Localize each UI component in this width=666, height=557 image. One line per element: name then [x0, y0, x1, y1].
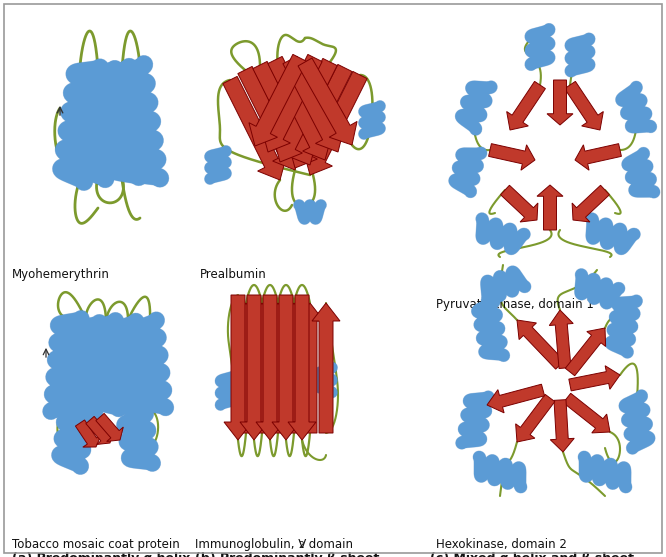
Polygon shape — [537, 185, 563, 230]
Polygon shape — [288, 295, 316, 440]
Polygon shape — [550, 400, 574, 452]
Polygon shape — [487, 384, 545, 413]
Text: Tobacco mosaic coat protein: Tobacco mosaic coat protein — [12, 538, 180, 551]
Polygon shape — [249, 55, 307, 146]
Polygon shape — [304, 71, 367, 175]
Polygon shape — [565, 328, 605, 376]
Polygon shape — [565, 81, 603, 130]
Polygon shape — [86, 417, 113, 444]
Polygon shape — [547, 80, 573, 125]
Polygon shape — [232, 303, 260, 433]
Polygon shape — [240, 295, 268, 440]
Polygon shape — [312, 303, 340, 433]
Text: Pyruvate kinase, domain 1: Pyruvate kinase, domain 1 — [436, 298, 594, 311]
Polygon shape — [296, 303, 324, 433]
Text: 2: 2 — [298, 541, 304, 550]
Polygon shape — [563, 393, 610, 433]
Polygon shape — [268, 56, 331, 160]
Text: Immunoglobulin, V: Immunoglobulin, V — [195, 538, 306, 551]
Polygon shape — [262, 55, 322, 152]
Polygon shape — [507, 81, 545, 130]
Polygon shape — [248, 303, 276, 433]
Polygon shape — [75, 420, 101, 447]
Polygon shape — [280, 303, 308, 433]
Text: domain: domain — [305, 538, 353, 551]
Polygon shape — [549, 310, 573, 369]
Polygon shape — [489, 144, 535, 170]
Text: (a) Predominantly α helix: (a) Predominantly α helix — [12, 552, 190, 557]
Polygon shape — [283, 56, 344, 152]
Polygon shape — [256, 295, 284, 440]
Text: (c) Mixed α helix and β sheet: (c) Mixed α helix and β sheet — [430, 552, 634, 557]
Polygon shape — [517, 320, 564, 369]
Polygon shape — [572, 185, 609, 222]
Text: Myohemerythrin: Myohemerythrin — [12, 268, 110, 281]
Polygon shape — [253, 61, 316, 165]
Polygon shape — [224, 295, 252, 440]
Polygon shape — [274, 58, 337, 162]
Polygon shape — [272, 295, 300, 440]
Polygon shape — [575, 144, 621, 170]
Polygon shape — [96, 413, 123, 442]
Polygon shape — [223, 76, 286, 180]
Text: (b) Predominantly β sheet: (b) Predominantly β sheet — [195, 552, 380, 557]
Text: Prealbumin: Prealbumin — [200, 268, 267, 281]
Polygon shape — [264, 303, 292, 433]
Polygon shape — [298, 58, 357, 145]
Polygon shape — [501, 185, 538, 222]
Polygon shape — [515, 394, 555, 442]
Text: Hexokinase, domain 2: Hexokinase, domain 2 — [436, 538, 567, 551]
Polygon shape — [569, 366, 620, 391]
Polygon shape — [289, 65, 352, 168]
Polygon shape — [238, 66, 301, 170]
